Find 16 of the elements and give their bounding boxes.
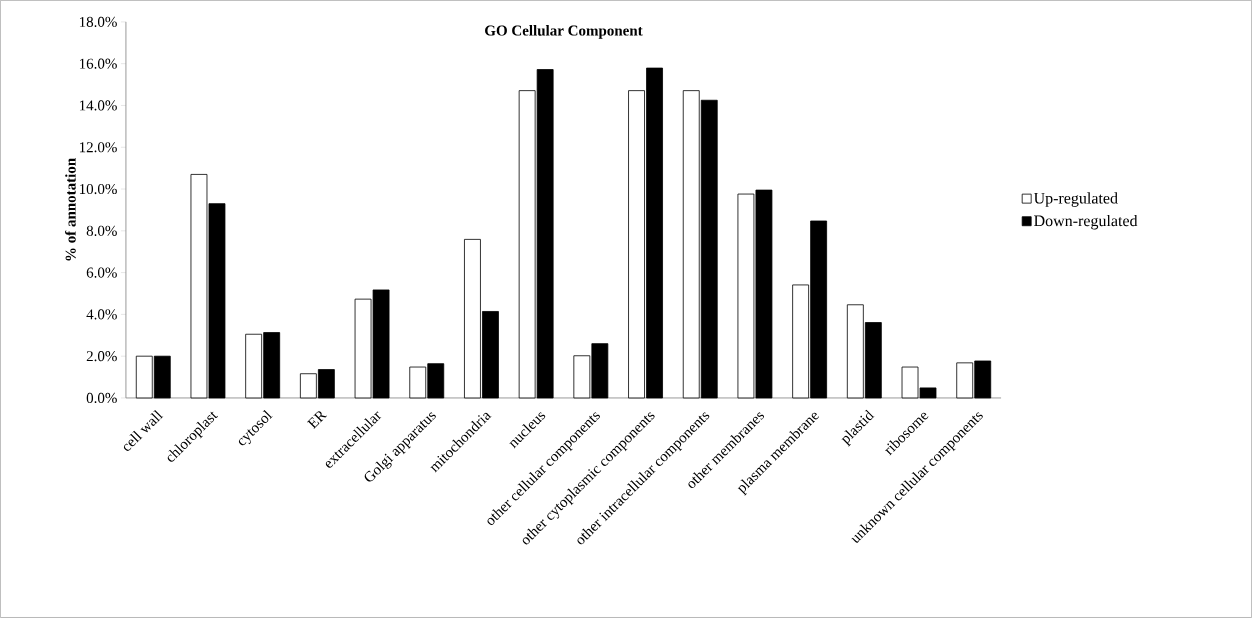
y-tick-label: 10.0%	[79, 183, 117, 195]
y-axis-title: % of annotation	[65, 158, 76, 261]
legend-label: Down-regulated	[1034, 214, 1138, 230]
y-tick-label: 6.0%	[86, 267, 117, 278]
y-tick-label: 4.0%	[86, 309, 117, 320]
y-tick-label: 16.0%	[79, 58, 117, 69]
y-tick-label: 18.0%	[79, 16, 117, 28]
y-tick-label: 12.0%	[79, 142, 117, 153]
x-tick-label: cell wall	[123, 410, 164, 451]
chart-title: GO Cellular Component	[485, 25, 643, 39]
y-tick-label: 2.0%	[86, 351, 117, 362]
y-tick-label: 0.0%	[86, 392, 117, 404]
x-tick-label: ER	[306, 411, 328, 430]
legend-label: Up-regulated	[1033, 192, 1118, 207]
y-tick-label: 8.0%	[86, 225, 117, 236]
y-tick-label: 14.0%	[79, 100, 117, 111]
